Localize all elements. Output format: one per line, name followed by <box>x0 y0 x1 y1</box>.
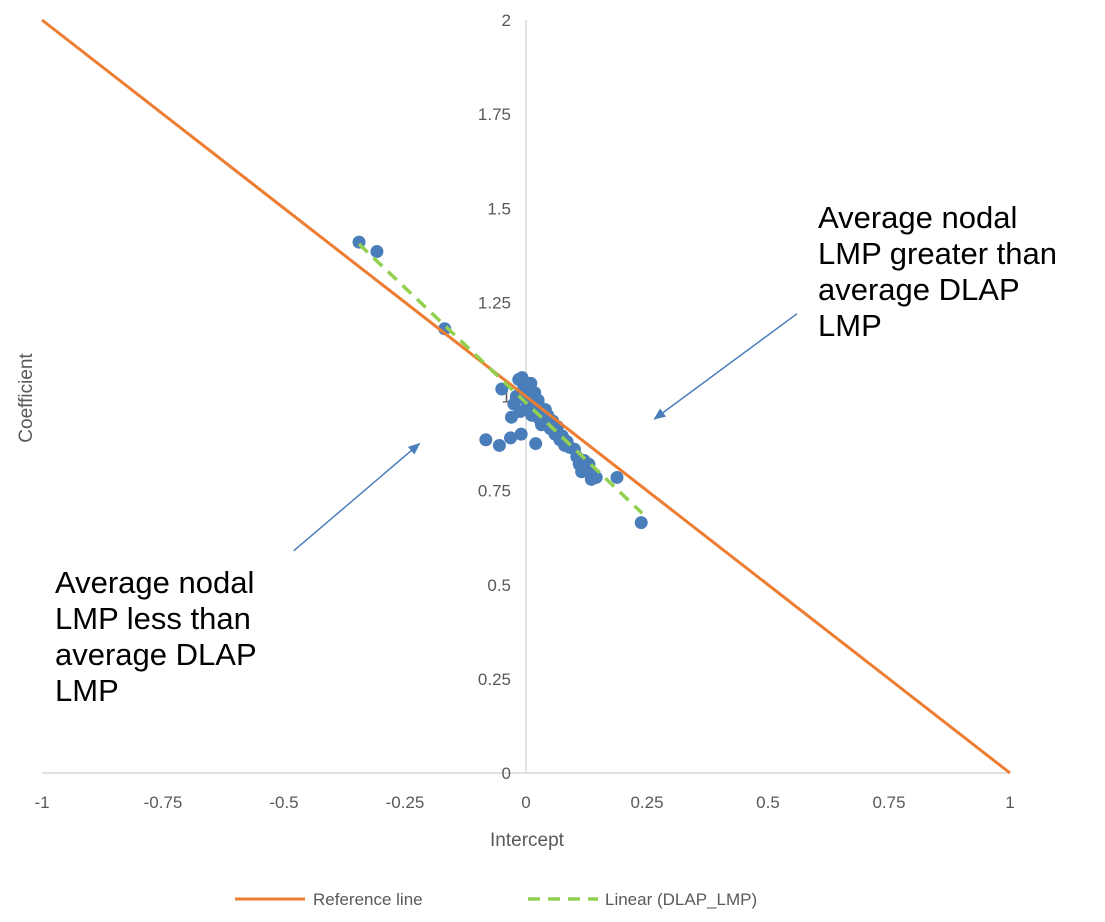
x-tick-label: 0.25 <box>630 793 663 812</box>
annotations: Average nodal LMP greater than average DLA… <box>55 200 1057 708</box>
y-tick-label: 0.75 <box>478 482 511 501</box>
annotation-line: LMP <box>55 673 119 708</box>
x-tick-label: -0.25 <box>386 793 425 812</box>
annotation-line: LMP greater than <box>818 236 1057 271</box>
annotation-nodal-less: Average nodal LMP less than average DLAP LM… <box>55 565 257 708</box>
data-point <box>514 427 528 441</box>
data-point <box>492 438 506 452</box>
legend: Reference line Linear (DLAP_LMP) <box>235 890 757 909</box>
y-tick-label: 0 <box>502 764 511 783</box>
linear-trendline <box>357 242 644 515</box>
data-point <box>504 431 518 445</box>
data-point <box>529 437 543 451</box>
annotation-arrow <box>653 313 798 420</box>
y-tick-label: 1.75 <box>478 105 511 124</box>
annotation-arrow <box>293 442 421 552</box>
legend-label-linear-trendline: Linear (DLAP_LMP) <box>605 890 757 909</box>
series-lines <box>41 18 1011 775</box>
annotation-nodal-greater: Average nodal LMP greater than average DLA… <box>818 200 1057 343</box>
x-tick-label: 0.5 <box>756 793 780 812</box>
annotation-line: Average nodal <box>55 565 254 600</box>
x-tick-label: 1 <box>1005 793 1014 812</box>
annotation-line: LMP <box>818 308 882 343</box>
x-axis-label: Intercept <box>490 830 565 851</box>
data-point <box>370 245 384 259</box>
y-tick-label: 0.25 <box>478 670 511 689</box>
x-tick-label: -0.75 <box>144 793 183 812</box>
reference-line <box>41 18 1011 775</box>
x-tick-label: 0.75 <box>872 793 905 812</box>
tick-labels: -1 -0.75 -0.5 -0.25 0 0.25 0.5 0.75 1 0 0.25 0.5 0.7… <box>34 11 1014 812</box>
y-axis-label: Coefficient <box>16 353 37 443</box>
annotation-line: average DLAP <box>818 272 1020 307</box>
legend-label-reference-line: Reference line <box>313 890 423 909</box>
x-tick-label: -1 <box>34 793 49 812</box>
annotation-line: Average nodal <box>818 200 1017 235</box>
y-tick-label: 1.25 <box>478 293 511 312</box>
y-tick-label: 1.5 <box>487 199 511 218</box>
data-points <box>352 235 648 530</box>
data-point <box>610 470 624 484</box>
y-tick-label: 2 <box>502 11 511 30</box>
x-tick-label: 0 <box>521 793 530 812</box>
data-point <box>479 433 493 447</box>
y-tick-label: 1 <box>502 388 511 407</box>
x-tick-label: -0.5 <box>269 793 298 812</box>
data-point <box>634 516 648 530</box>
annotation-line: LMP less than <box>55 601 251 636</box>
annotation-line: average DLAP <box>55 637 257 672</box>
data-point <box>589 470 603 484</box>
data-point <box>495 382 509 396</box>
y-tick-label: 0.5 <box>487 576 511 595</box>
